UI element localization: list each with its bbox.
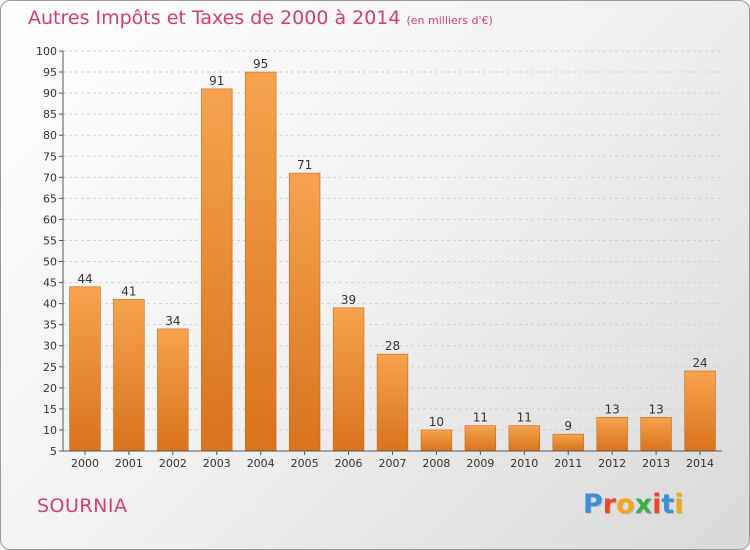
bar-2008[interactable] [420,429,453,452]
value-label: 91 [209,74,224,88]
y-tick-label: 100 [36,45,57,58]
y-tick-label: 90 [43,87,57,100]
y-tick-label: 25 [43,361,57,374]
bar-2010[interactable] [508,425,540,452]
axes [59,50,722,455]
bar-2011[interactable] [552,433,584,452]
y-tick-label: 55 [43,234,57,247]
x-tick-label: 2013 [642,457,670,470]
value-label: 13 [605,402,620,416]
x-tick-label: 2002 [159,457,187,470]
y-tick-label: 70 [43,171,57,184]
logo-letter: r [602,489,617,520]
y-tick-label: 80 [43,129,57,142]
x-tick-label: 2010 [510,457,538,470]
y-tick-label: 20 [43,382,57,395]
x-tick-label: 2004 [247,457,275,470]
y-tick-label: 30 [43,340,57,353]
y-tick-label: 5 [50,445,57,458]
bar-2002[interactable] [157,328,189,452]
bar-2006[interactable] [332,307,365,452]
logo-letter: P [583,489,603,520]
x-tick-label: 2009 [466,457,494,470]
bar-2013[interactable] [640,417,672,452]
value-label: 34 [165,314,180,328]
value-label: 10 [429,415,444,429]
value-label: 71 [297,158,312,172]
y-tick-label: 15 [43,403,57,416]
x-tick-label: 2014 [686,457,714,470]
y-tick-label: 50 [43,256,57,269]
bar-2000[interactable] [69,286,101,452]
logo-letter: t [661,489,675,520]
bar-2003[interactable] [201,88,233,452]
y-tick-label: 35 [43,319,57,332]
value-label: 13 [648,402,663,416]
logo-letter: i [652,489,662,520]
y-tick-label: 65 [43,192,57,205]
y-tick-label: 40 [43,298,57,311]
y-tick-label: 60 [43,213,57,226]
value-label: 95 [253,57,268,71]
value-label: 39 [341,293,356,307]
y-tick-label: 95 [43,66,57,79]
x-tick-label: 2003 [203,457,231,470]
logo-letter: i [674,489,684,520]
commune-name: SOURNIA [37,495,128,517]
bar-2014[interactable] [684,370,716,452]
x-tick-label: 2001 [115,457,143,470]
value-label: 28 [385,339,400,353]
y-tick-label: 85 [43,108,57,121]
x-tick-label: 2007 [379,457,407,470]
value-label: 11 [517,411,532,425]
x-tick-label: 2006 [335,457,363,470]
x-tick-label: 2012 [598,457,626,470]
bar-2001[interactable] [113,299,145,452]
x-tick-label: 2008 [422,457,450,470]
x-tick-label: 2011 [554,457,582,470]
bar-2005[interactable] [288,172,321,452]
value-label: 41 [121,284,136,298]
labels: 5 10 15 20 25 30 35 40 45 50 55 60 65 70 75 80 85 90 95 100… [36,45,714,470]
bar-2012[interactable] [596,417,628,452]
logo-letter: x [634,489,653,520]
chart-title: Autres Impôts et Taxes de 2000 à 2014 (en… [28,7,493,29]
chart-title-text: Autres Impôts et Taxes de 2000 à 2014 [28,7,401,29]
x-tick-label: 2000 [71,457,99,470]
y-tick-label: 10 [43,424,57,437]
chart-unit: (en milliers d'€) [406,14,493,27]
value-label: 9 [564,419,572,433]
y-tick-label: 45 [43,277,57,290]
proxiti-logo[interactable]: Proxiti [583,489,684,520]
bar-2007[interactable] [376,353,409,452]
x-tick-label: 2005 [291,457,319,470]
value-label: 24 [692,356,707,370]
bar-2004[interactable] [245,71,277,452]
value-label: 11 [473,411,488,425]
logo-letter: o [616,489,635,520]
y-tick-label: 75 [43,150,57,163]
value-label: 44 [77,272,92,286]
bar-2009[interactable] [464,425,497,452]
